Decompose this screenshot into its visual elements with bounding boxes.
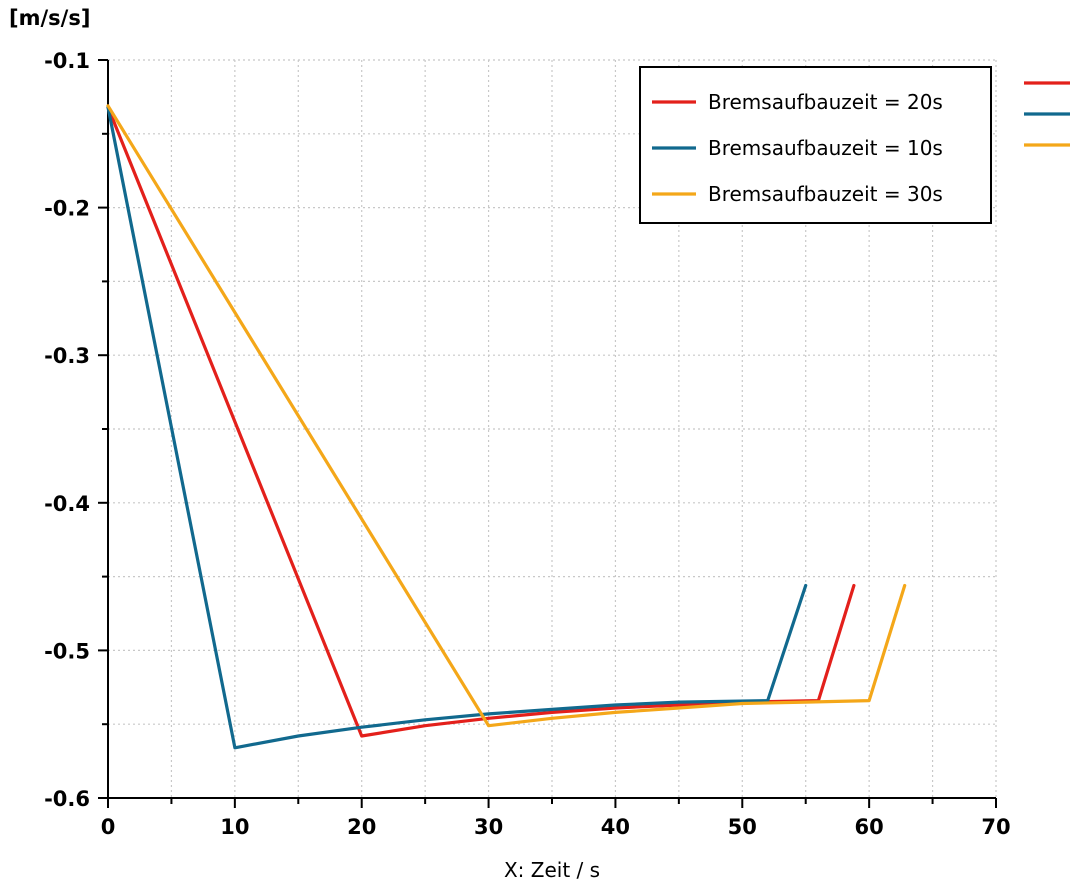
- y-tick-label: -0.4: [44, 492, 90, 516]
- legend-label-1: Bremsaufbauzeit = 20s: [708, 90, 943, 114]
- y-unit-label: [m/s/s]: [9, 6, 90, 30]
- y-tick-label: -0.6: [44, 787, 90, 811]
- y-tick-label: -0.3: [44, 344, 90, 368]
- x-tick-label: 30: [474, 815, 503, 839]
- legend: Bremsaufbauzeit = 20s Bremsaufbauzeit = 1…: [639, 66, 992, 224]
- x-tick-label: 40: [601, 815, 630, 839]
- y-tick-label: -0.2: [44, 197, 90, 221]
- x-tick-label: 70: [981, 815, 1010, 839]
- x-tick-label: 10: [220, 815, 249, 839]
- x-tick-label: 20: [347, 815, 376, 839]
- series-lines: [106, 104, 907, 750]
- series-line-3: [106, 104, 907, 728]
- legend-label-3: Bremsaufbauzeit = 30s: [708, 182, 943, 206]
- y-tick-label: -0.5: [44, 639, 90, 663]
- x-axis-title: X: Zeit / s: [504, 858, 600, 882]
- x-tick-label: 0: [101, 815, 116, 839]
- grid: [108, 59, 997, 798]
- y-tick-label: -0.1: [44, 49, 90, 73]
- axes: 0 10 20 30 40 50 60 70 -0.6 -0.5 -0.4 -0.3 -0.2 -0.1: [44, 49, 1011, 839]
- x-tick-label: 50: [728, 815, 757, 839]
- legend-swatch-column: [1024, 81, 1070, 147]
- legend-label-2: Bremsaufbauzeit = 10s: [708, 136, 943, 160]
- x-tick-label: 60: [855, 815, 884, 839]
- series-line-2: [106, 105, 808, 750]
- legend-box: [639, 66, 992, 224]
